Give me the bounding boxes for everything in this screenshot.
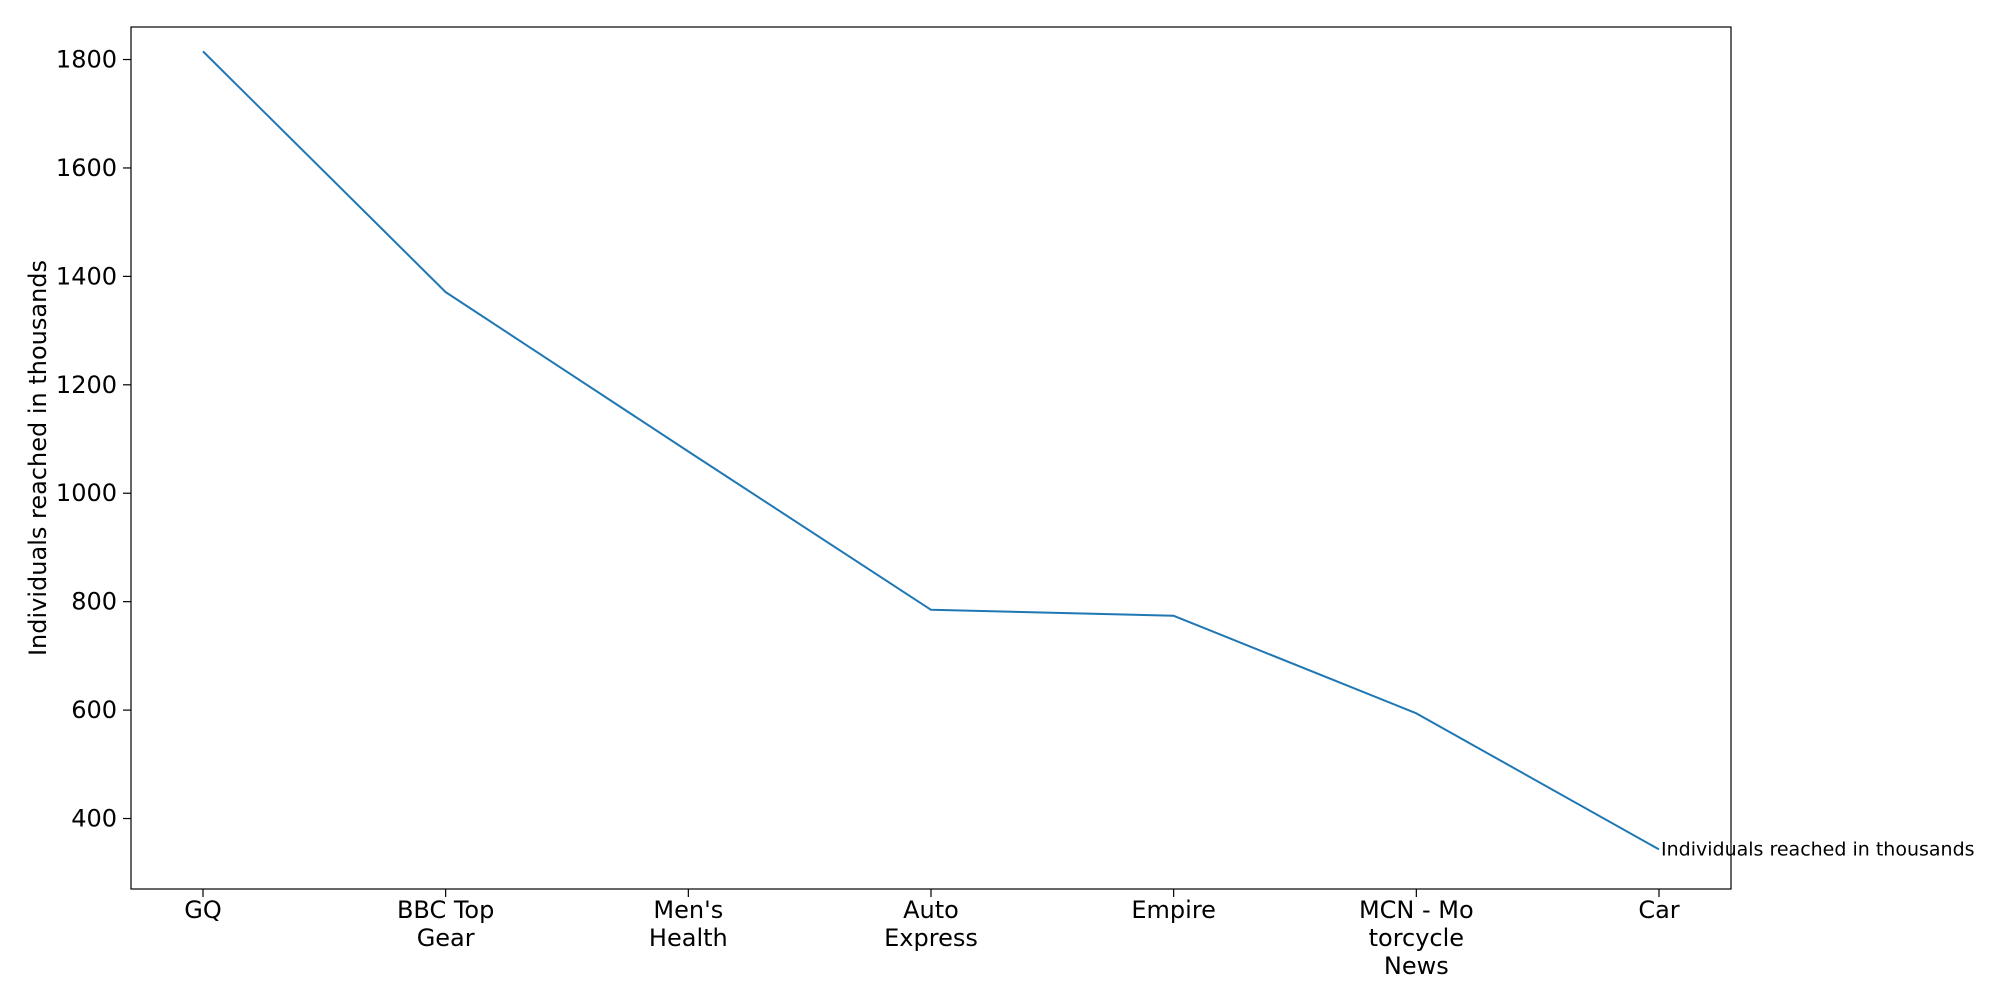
x-tick-label-line: Auto [903, 896, 959, 924]
x-tick-label: Auto Express [884, 896, 978, 952]
y-axis-label: Individuals reached in thousands [24, 260, 52, 656]
x-tick-label-line: Gear [417, 924, 475, 952]
data-point [201, 49, 205, 53]
x-tick-label-line: MCN - Mo [1359, 896, 1474, 924]
y-tick-label: 400 [71, 805, 117, 833]
data-point [1414, 711, 1418, 715]
x-tick-label: BBC Top Gear [397, 896, 494, 952]
x-tick-label: MCN - Mo torcycle News [1359, 896, 1474, 980]
x-tick-label-line: Men's [653, 896, 723, 924]
data-point [929, 608, 933, 612]
x-tick-label-line: Car [1638, 896, 1679, 924]
y-tick-label: 1200 [56, 371, 117, 399]
x-tick-label: Car [1638, 896, 1679, 924]
y-axis-ticks: 400 600 800 1000 1200 1400 1600 1800 [56, 46, 131, 833]
y-tick-label: 1000 [56, 479, 117, 507]
x-tick-label-line: News [1384, 952, 1449, 980]
x-tick-label-line: torcycle [1369, 924, 1464, 952]
y-tick-label: 1400 [56, 262, 117, 290]
x-tick-label: Men's Health [649, 896, 728, 952]
series-end-label: Individuals reached in thousands [1661, 838, 1975, 860]
x-tick-label-line: Express [884, 924, 978, 952]
x-tick-label-line: Health [649, 924, 728, 952]
y-tick-label: 800 [71, 588, 117, 616]
x-tick-label-line: Empire [1131, 896, 1216, 924]
data-point [686, 449, 690, 453]
data-point [1172, 614, 1176, 618]
y-tick-label: 1600 [56, 154, 117, 182]
x-axis-ticks: GQ BBC Top Gear Men's Health Auto Express Empir… [184, 889, 1680, 980]
series-layer: Individuals reached in thousands [201, 49, 1975, 860]
series-line [202, 50, 1660, 851]
plot-area-frame [130, 26, 1732, 890]
x-tick-label-line: BBC Top [397, 896, 494, 924]
x-tick-label: GQ [184, 896, 222, 924]
y-tick-label: 600 [71, 696, 117, 724]
y-tick-label: 1800 [56, 46, 117, 74]
data-point [444, 290, 448, 294]
x-tick-label: Empire [1131, 896, 1216, 924]
x-tick-label-line: GQ [184, 896, 222, 924]
